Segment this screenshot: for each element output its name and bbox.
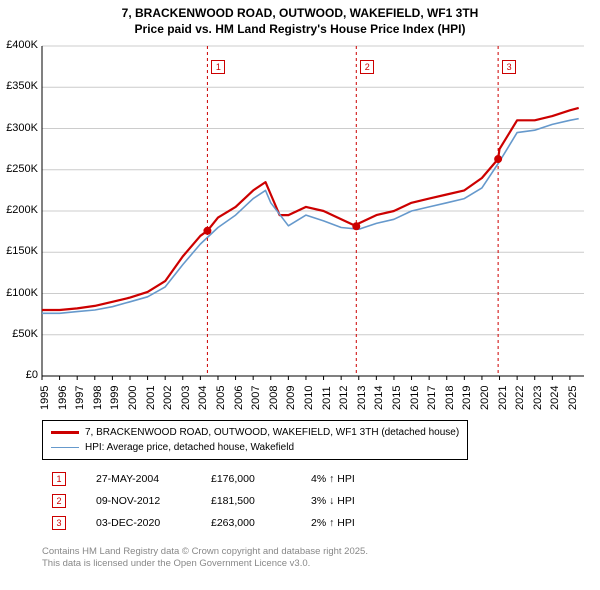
attribution-text: Contains HM Land Registry data © Crown c… <box>42 546 368 571</box>
legend-swatch <box>51 431 79 434</box>
x-tick-label: 2010 <box>303 386 315 410</box>
x-tick-label: 2009 <box>285 386 297 410</box>
x-tick-label: 1998 <box>92 386 104 410</box>
x-tick-label: 2003 <box>180 386 192 410</box>
marker-label: 2 <box>360 60 374 74</box>
transaction-table: 1 27-MAY-2004£176,0004% ↑ HPI 2 09-NOV-2012… <box>52 468 426 534</box>
marker-label: 1 <box>211 60 225 74</box>
row-marker: 3 <box>52 516 66 530</box>
x-tick-label: 2022 <box>514 386 526 410</box>
x-tick-label: 2018 <box>444 386 456 410</box>
x-tick-label: 2016 <box>409 386 421 410</box>
x-tick-label: 2007 <box>250 386 262 410</box>
legend-label: HPI: Average price, detached house, Wake… <box>85 440 294 455</box>
marker-label: 3 <box>502 60 516 74</box>
row-delta: 3% ↓ HPI <box>311 495 426 507</box>
x-tick-label: 2020 <box>479 386 491 410</box>
x-tick-label: 2025 <box>567 386 579 410</box>
x-tick-label: 2005 <box>215 386 227 410</box>
x-tick-label: 2004 <box>197 386 209 410</box>
row-date: 03-DEC-2020 <box>96 517 211 529</box>
y-tick-label: £100K <box>0 287 38 299</box>
y-tick-label: £300K <box>0 122 38 134</box>
attribution-line-2: This data is licensed under the Open Gov… <box>42 558 368 570</box>
legend-swatch <box>51 447 79 449</box>
x-tick-label: 2015 <box>391 386 403 410</box>
table-row: 3 03-DEC-2020£263,0002% ↑ HPI <box>52 512 426 534</box>
x-tick-label: 2017 <box>426 386 438 410</box>
x-tick-label: 1996 <box>57 386 69 410</box>
x-tick-label: 2023 <box>532 386 544 410</box>
y-tick-label: £150K <box>0 245 38 257</box>
row-date: 27-MAY-2004 <box>96 473 211 485</box>
legend-label: 7, BRACKENWOOD ROAD, OUTWOOD, WAKEFIELD,… <box>85 425 459 440</box>
legend: 7, BRACKENWOOD ROAD, OUTWOOD, WAKEFIELD,… <box>42 420 468 460</box>
x-tick-label: 2006 <box>233 386 245 410</box>
x-tick-label: 2011 <box>321 386 333 410</box>
row-delta: 4% ↑ HPI <box>311 473 426 485</box>
row-date: 09-NOV-2012 <box>96 495 211 507</box>
x-tick-label: 2000 <box>127 386 139 410</box>
y-tick-label: £350K <box>0 80 38 92</box>
row-price: £181,500 <box>211 495 311 507</box>
x-tick-label: 1999 <box>109 386 121 410</box>
legend-item: 7, BRACKENWOOD ROAD, OUTWOOD, WAKEFIELD,… <box>51 425 459 440</box>
table-row: 1 27-MAY-2004£176,0004% ↑ HPI <box>52 468 426 490</box>
x-tick-label: 2019 <box>461 386 473 410</box>
row-price: £176,000 <box>211 473 311 485</box>
y-tick-label: £400K <box>0 39 38 51</box>
x-tick-label: 2012 <box>338 386 350 410</box>
row-marker: 2 <box>52 494 66 508</box>
x-tick-label: 2024 <box>549 386 561 410</box>
x-tick-label: 2013 <box>356 386 368 410</box>
y-tick-label: £50K <box>0 328 38 340</box>
x-tick-label: 2001 <box>145 386 157 410</box>
y-tick-label: £200K <box>0 204 38 216</box>
x-tick-label: 2021 <box>497 386 509 410</box>
x-tick-label: 2002 <box>162 386 174 410</box>
attribution-line-1: Contains HM Land Registry data © Crown c… <box>42 546 368 558</box>
y-tick-label: £0 <box>0 369 38 381</box>
x-tick-label: 1997 <box>74 386 86 410</box>
legend-item: HPI: Average price, detached house, Wake… <box>51 440 459 455</box>
row-price: £263,000 <box>211 517 311 529</box>
table-row: 2 09-NOV-2012£181,5003% ↓ HPI <box>52 490 426 512</box>
x-tick-label: 1995 <box>39 386 51 410</box>
row-marker: 1 <box>52 472 66 486</box>
y-tick-label: £250K <box>0 163 38 175</box>
row-delta: 2% ↑ HPI <box>311 517 426 529</box>
x-tick-label: 2008 <box>268 386 280 410</box>
x-tick-label: 2014 <box>373 386 385 410</box>
